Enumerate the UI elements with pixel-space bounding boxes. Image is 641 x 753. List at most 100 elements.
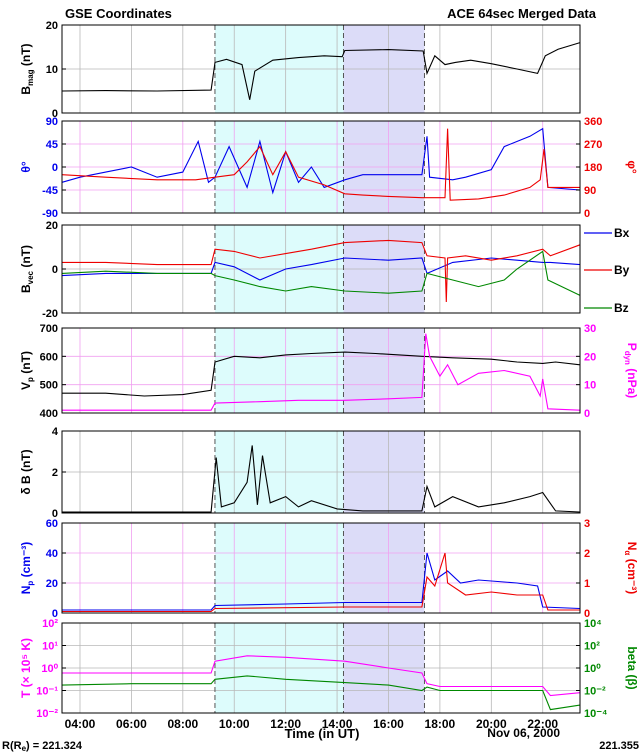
series-temp-T bbox=[62, 655, 581, 697]
ylabel-right-temp: beta (β) bbox=[625, 646, 639, 689]
xtick-label: 20:00 bbox=[476, 717, 507, 731]
xtick-label: 18:00 bbox=[425, 717, 456, 731]
xtick-label: 22:00 bbox=[527, 717, 558, 731]
ytick-label: 10 bbox=[46, 64, 58, 76]
shade-cyan bbox=[214, 328, 344, 413]
ytick-right-label: 3 bbox=[584, 518, 590, 530]
ytick-label: 0 bbox=[52, 508, 58, 520]
ytick-right-label: 0 bbox=[584, 208, 590, 220]
ytick-label: 400 bbox=[40, 408, 58, 420]
ytick-label: 10⁻¹ bbox=[36, 686, 58, 698]
ylabel-temp: T (× 10⁵ K) bbox=[19, 638, 33, 698]
legend-label: Bx bbox=[614, 226, 630, 240]
x-axis-label: Time (in UT) bbox=[285, 726, 360, 741]
panel-np: 0 20 40 60 0 1 2 3 Np (cm⁻³) Nα (cm⁻³) bbox=[19, 518, 639, 620]
shade-cyan bbox=[214, 523, 344, 613]
ytick-label: 10⁰ bbox=[41, 663, 58, 675]
ytick-right-label: 180 bbox=[584, 162, 602, 174]
ytick-right-label: 0 bbox=[584, 608, 590, 620]
ytick-label: 700 bbox=[40, 323, 58, 335]
x-axis: 04:00 06:00 08:00 10:00 12:00 14:00 16:00 18:00… bbox=[65, 717, 559, 731]
ylabel-right-np: Nα (cm⁻³) bbox=[623, 542, 639, 595]
ytick-label: -90 bbox=[42, 208, 58, 220]
ylabel-np: Np (cm⁻³) bbox=[19, 542, 35, 595]
shade-purple bbox=[343, 523, 425, 613]
ylabel-angles: θ° bbox=[19, 161, 33, 172]
ytick-label: 20 bbox=[46, 20, 58, 32]
ytick-label: 0 bbox=[52, 162, 58, 174]
panel-angles: -90 -45 0 45 90 0 90 180 270 360 θ° φ° bbox=[19, 116, 639, 220]
series-db-line bbox=[62, 445, 581, 513]
ytick-right-label: 30 bbox=[584, 323, 596, 335]
ytick-label: 10⁻² bbox=[36, 708, 58, 720]
ytick-label: 600 bbox=[40, 351, 58, 363]
ytick-label: 10² bbox=[42, 618, 58, 630]
series-bvec-Bz bbox=[61, 250, 581, 296]
panel-temp: 10⁻² 10⁻¹ 10⁰ 10¹ 10² 10⁻⁴ 10⁻² 10⁰ 10² 10⁴ T (× 1… bbox=[19, 618, 639, 720]
panel-db: 0 2 4 δ B (nT) bbox=[19, 426, 581, 520]
ylabel-right-angles: φ° bbox=[625, 160, 639, 174]
ytick-right-label: 90 bbox=[584, 185, 596, 197]
ytick-label: 2 bbox=[52, 467, 58, 479]
ytick-right-label: 10⁴ bbox=[584, 618, 602, 630]
xtick-label: 12:00 bbox=[270, 717, 301, 731]
ytick-label: -20 bbox=[42, 308, 58, 320]
series-bmag-line bbox=[61, 42, 581, 100]
ytick-label: 10¹ bbox=[42, 641, 58, 653]
ytick-label: 45 bbox=[46, 139, 58, 151]
series-vp-Vp bbox=[62, 351, 581, 397]
ylabel-bvec: Bvec (nT) bbox=[19, 245, 35, 293]
ytick-right-label: 270 bbox=[584, 139, 602, 151]
panel-bvec: -20 0 20 Bvec (nT) Bx By Bz bbox=[19, 220, 630, 320]
ylabel-vp: Vp (nT) bbox=[19, 351, 35, 390]
series-angles-φ bbox=[61, 128, 580, 201]
radius-label: R(Re) = 221.324 bbox=[2, 740, 83, 753]
ytick-label: 90 bbox=[46, 116, 58, 128]
ytick-label: 20 bbox=[46, 578, 58, 590]
xtick-label: 08:00 bbox=[167, 717, 198, 731]
ytick-right-label: 1 bbox=[584, 578, 590, 590]
ytick-label: 500 bbox=[40, 380, 58, 392]
ytick-right-label: 20 bbox=[584, 351, 596, 363]
xtick-label: 10:00 bbox=[219, 717, 250, 731]
series-bvec-By bbox=[62, 239, 581, 303]
ytick-right-label: 360 bbox=[584, 116, 602, 128]
ytick-label: 0 bbox=[52, 108, 58, 120]
panel-frame bbox=[61, 327, 581, 414]
xtick-label: 04:00 bbox=[65, 717, 96, 731]
xtick-label: 16:00 bbox=[373, 717, 404, 731]
ytick-label: 0 bbox=[52, 264, 58, 276]
panel-bmag: 0 10 20 Bmag (nT) bbox=[19, 20, 581, 120]
ytick-label: 60 bbox=[46, 518, 58, 530]
legend-label: By bbox=[614, 263, 630, 277]
ytick-right-label: 10⁻⁴ bbox=[584, 708, 607, 720]
panel-frame bbox=[61, 522, 581, 614]
series-temp-beta bbox=[61, 675, 581, 711]
ytick-label: 4 bbox=[52, 426, 59, 438]
ylabel-bmag: Bmag (nT) bbox=[19, 43, 35, 94]
ytick-right-label: 10 bbox=[584, 380, 596, 392]
series-np-Np bbox=[62, 552, 581, 611]
radius-end-label: 221.355 bbox=[599, 740, 639, 752]
xtick-label: 06:00 bbox=[116, 717, 147, 731]
series-np-Nα bbox=[62, 552, 580, 613]
ytick-right-label: 10⁻² bbox=[584, 686, 606, 698]
ytick-right-label: 10⁰ bbox=[584, 663, 601, 675]
legend-label: Bz bbox=[614, 301, 629, 315]
ytick-label: 0 bbox=[52, 608, 58, 620]
panel-vp: 400 500 600 700 0 10 20 30 Vp (nT) Pdyn (nPa) bbox=[19, 323, 639, 420]
date-label: Nov 06, 2000 bbox=[487, 726, 560, 740]
series-vp-Pdyn bbox=[62, 333, 581, 411]
header-right-title: ACE 64sec Merged Data bbox=[447, 6, 597, 21]
ylabel-db: δ B (nT) bbox=[19, 449, 33, 494]
series-angles-θ bbox=[61, 127, 581, 195]
ytick-label: 40 bbox=[46, 548, 58, 560]
ylabel-right-vp: Pdyn (nPa) bbox=[623, 343, 639, 399]
xtick-label: 14:00 bbox=[322, 717, 353, 731]
ytick-label: 20 bbox=[46, 220, 58, 232]
ytick-label: -45 bbox=[42, 185, 58, 197]
ytick-right-label: 10² bbox=[584, 641, 600, 653]
ytick-right-label: 2 bbox=[584, 548, 590, 560]
ytick-right-label: 0 bbox=[584, 408, 590, 420]
